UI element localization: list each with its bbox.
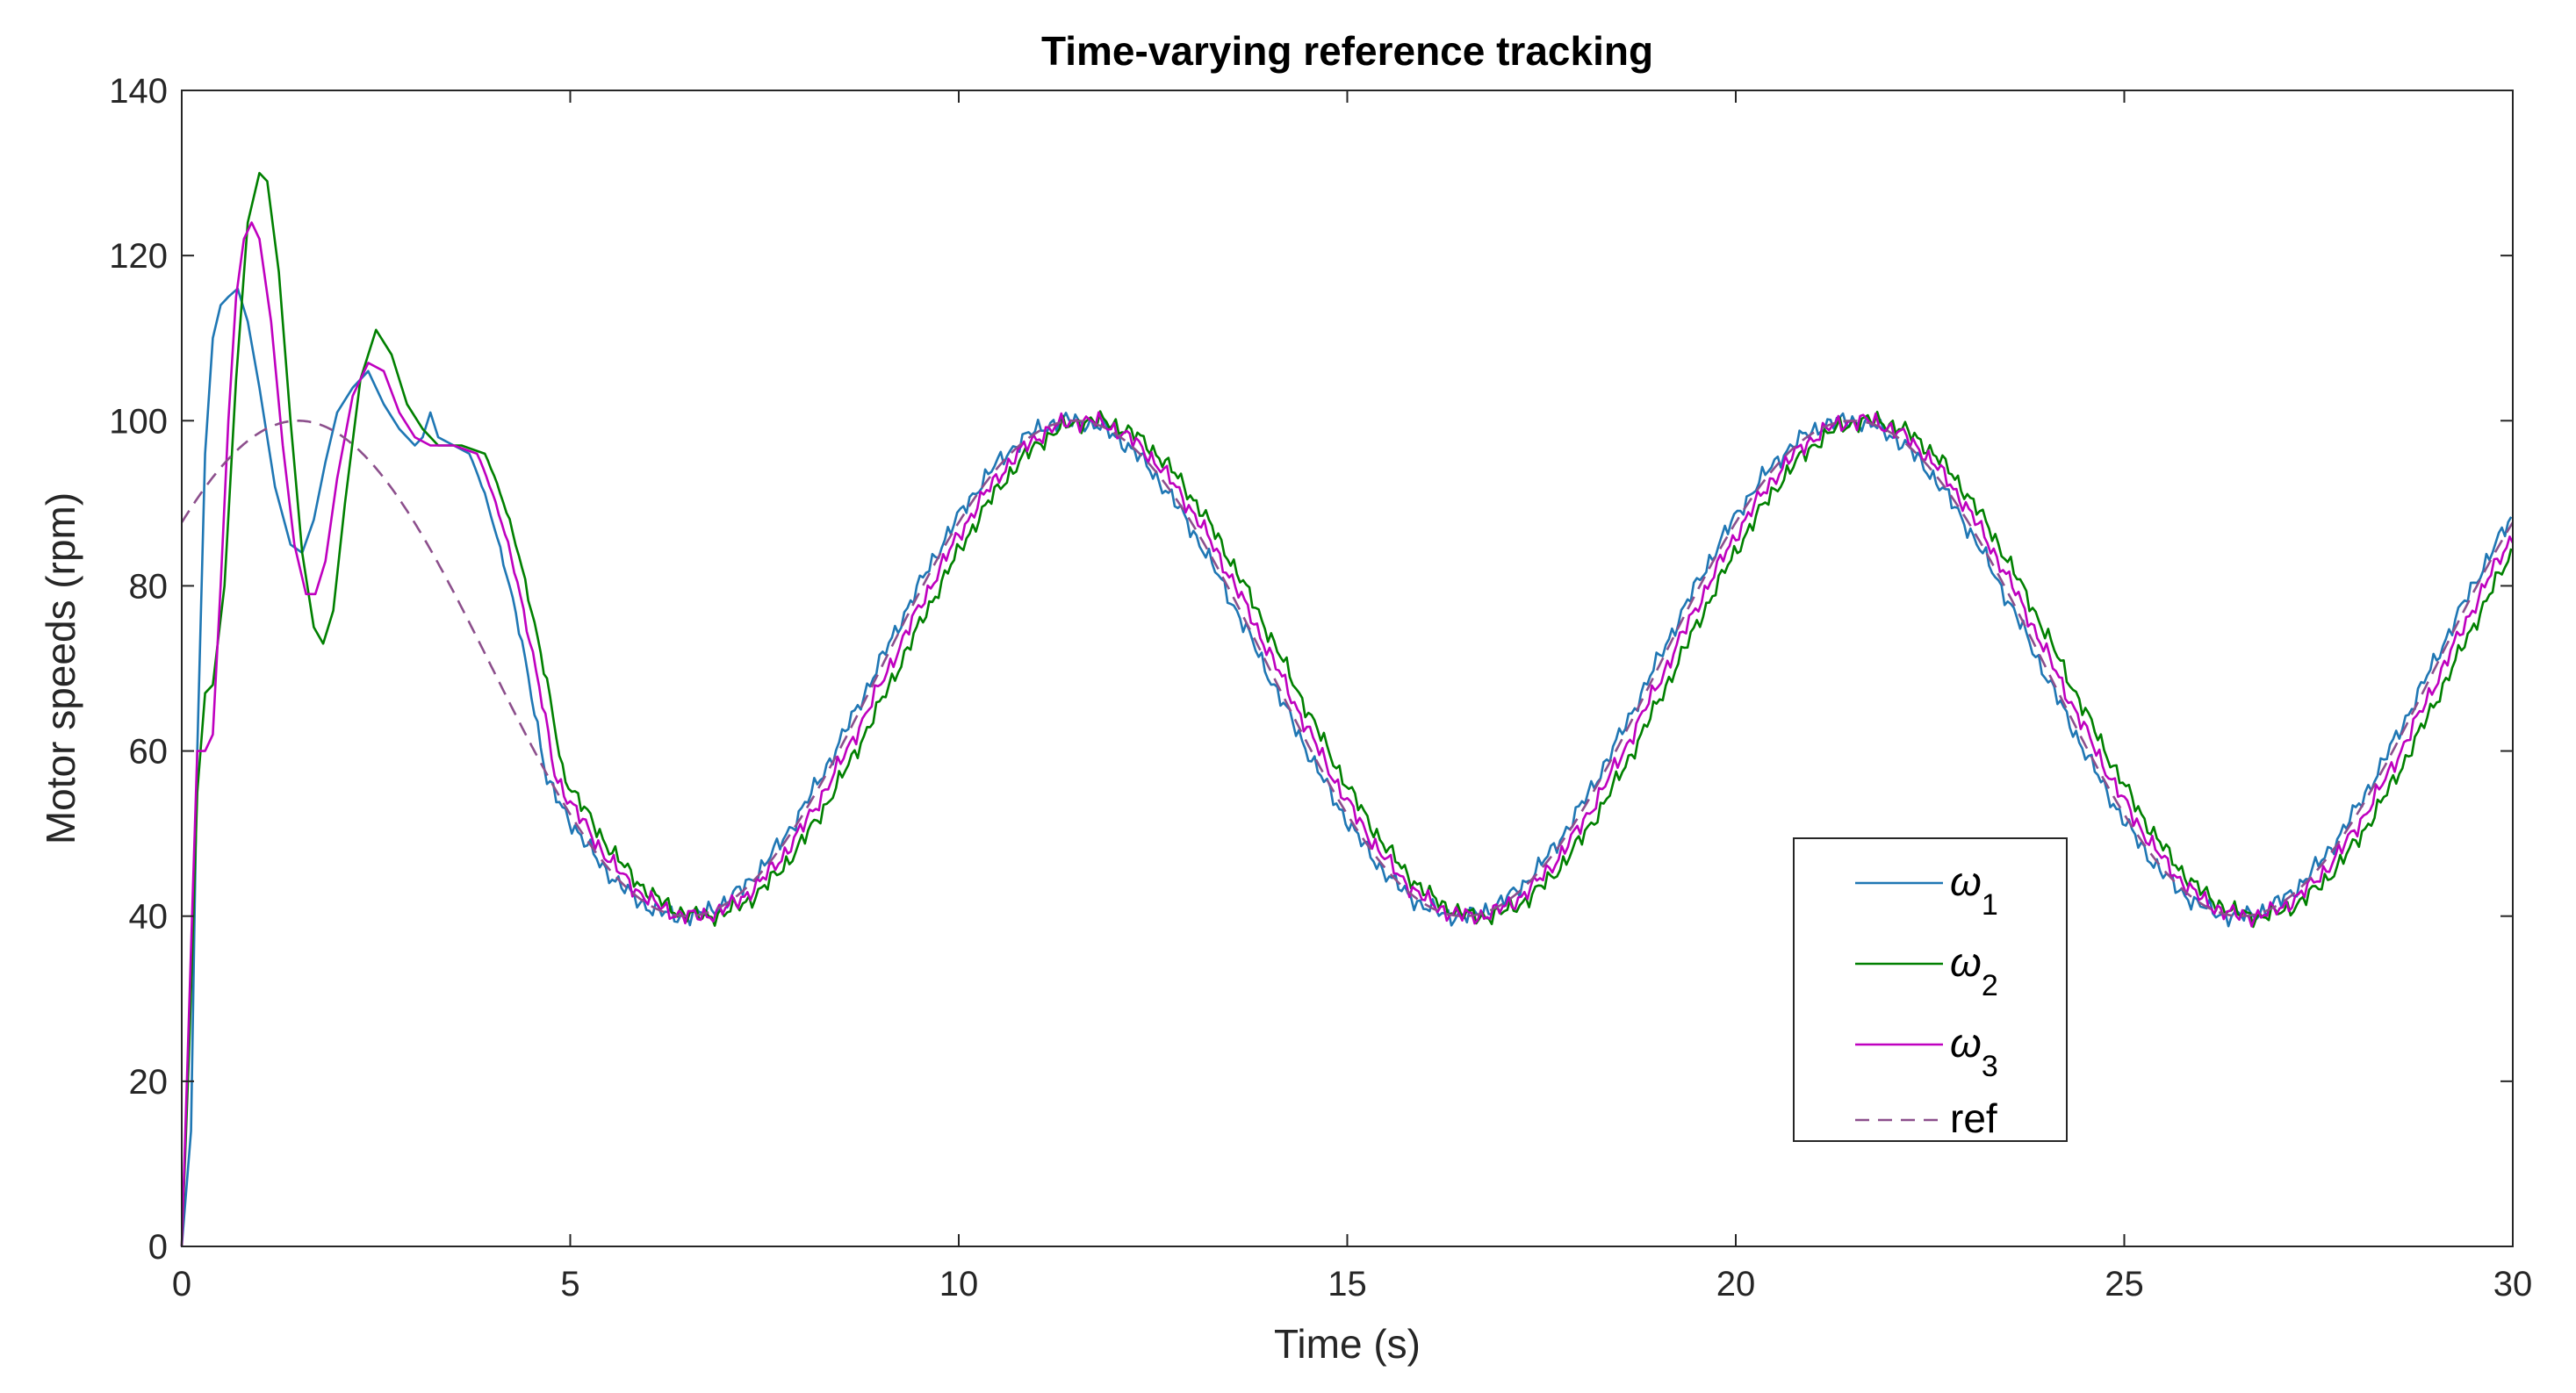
y-tick-label: 40 bbox=[129, 898, 169, 937]
legend-label-2: ω2 bbox=[1950, 939, 1998, 1002]
plot-area bbox=[180, 90, 2515, 1247]
legend-symbol: ω bbox=[1950, 1020, 1982, 1066]
x-tick-label: 15 bbox=[1328, 1265, 1367, 1303]
x-tick-label: 20 bbox=[1716, 1265, 1756, 1303]
tick-labels: 0 5 10 15 20 25 30 0 20 40 60 80 100 120 140 bbox=[109, 72, 2532, 1303]
y-tick-label: 120 bbox=[109, 237, 168, 276]
ticks-layer bbox=[181, 90, 2514, 1247]
y-tick-label: 80 bbox=[129, 567, 169, 606]
legend-subscript: 2 bbox=[1982, 969, 1998, 1002]
series-line-2 bbox=[180, 171, 2513, 1247]
y-tick-label: 20 bbox=[129, 1063, 169, 1102]
x-tick-label: 0 bbox=[172, 1265, 191, 1303]
legend-label-4: ref bbox=[1950, 1095, 1997, 1141]
series-line-4 bbox=[180, 419, 2515, 917]
y-tick-label: 0 bbox=[148, 1228, 168, 1267]
chart-title: Time-varying reference tracking bbox=[1041, 28, 1653, 74]
legend-label-1: ω1 bbox=[1950, 858, 1998, 922]
y-tick-label: 60 bbox=[129, 733, 169, 772]
x-tick-label: 5 bbox=[560, 1265, 579, 1303]
series-layer bbox=[180, 171, 2515, 1247]
x-tick-label: 25 bbox=[2105, 1265, 2144, 1303]
x-tick-label: 10 bbox=[939, 1265, 979, 1303]
legend-subscript: 1 bbox=[1982, 888, 1998, 922]
series-line-3 bbox=[180, 221, 2515, 1247]
legend-box bbox=[1793, 837, 2068, 1142]
legend-symbol: ω bbox=[1950, 939, 1982, 985]
x-tick-label: 30 bbox=[2493, 1265, 2533, 1303]
axes-box bbox=[181, 90, 2514, 1247]
x-axis-label: Time (s) bbox=[1274, 1321, 1421, 1367]
legend-symbol: ω bbox=[1950, 858, 1982, 904]
y-tick-label: 140 bbox=[109, 72, 168, 111]
y-tick-label: 100 bbox=[109, 402, 168, 441]
y-axis-label: Motor speeds (rpm) bbox=[38, 492, 83, 844]
legend-subscript: 3 bbox=[1982, 1050, 1998, 1083]
axes-frame bbox=[181, 90, 2514, 1247]
legend-label-3: ω3 bbox=[1950, 1020, 1998, 1083]
